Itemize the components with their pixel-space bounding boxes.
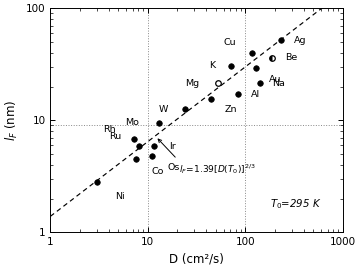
- Text: Ag: Ag: [294, 36, 307, 45]
- Text: Au: Au: [269, 75, 281, 84]
- Text: Co: Co: [151, 167, 164, 176]
- Text: Os: Os: [167, 163, 180, 173]
- Text: Ru: Ru: [109, 132, 121, 141]
- Text: $T_0$=295 K: $T_0$=295 K: [270, 197, 321, 211]
- Text: $l_F\!=\!1.39[D(T_0)]^{2/3}$: $l_F\!=\!1.39[D(T_0)]^{2/3}$: [179, 163, 256, 176]
- Text: W: W: [159, 105, 168, 114]
- Text: Be: Be: [285, 53, 297, 62]
- Text: Mg: Mg: [185, 79, 199, 87]
- Text: K: K: [209, 62, 215, 70]
- Y-axis label: $l_F$ (nm): $l_F$ (nm): [4, 100, 20, 141]
- Text: Mo: Mo: [125, 118, 139, 127]
- Text: Rh: Rh: [103, 124, 116, 134]
- Text: Zn: Zn: [225, 105, 237, 114]
- Text: Ir: Ir: [170, 142, 176, 151]
- Text: Na: Na: [272, 79, 285, 87]
- X-axis label: D (cm²/s): D (cm²/s): [169, 253, 224, 266]
- Text: Al: Al: [251, 90, 260, 99]
- Text: Cu: Cu: [223, 38, 236, 47]
- Text: Ni: Ni: [115, 192, 125, 201]
